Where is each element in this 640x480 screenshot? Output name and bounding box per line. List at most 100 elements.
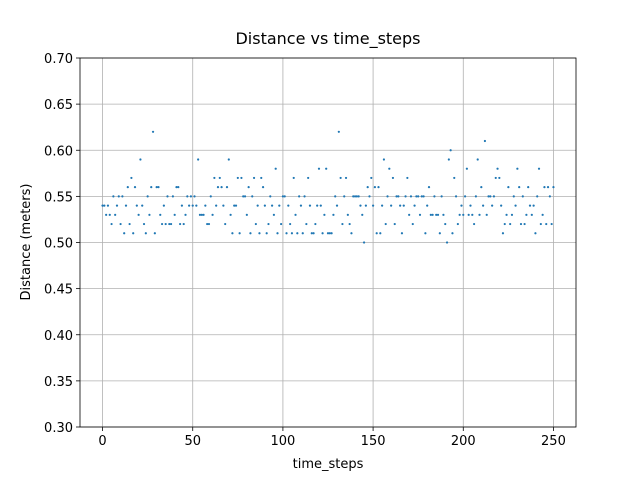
point — [534, 232, 537, 235]
point — [213, 176, 216, 180]
point — [123, 232, 126, 235]
point — [469, 204, 472, 207]
point — [335, 204, 339, 207]
point — [453, 176, 456, 180]
point — [371, 204, 375, 207]
point — [222, 204, 225, 207]
point — [323, 213, 326, 216]
point — [334, 195, 337, 198]
point — [426, 204, 429, 207]
point — [404, 195, 407, 198]
point — [157, 186, 160, 189]
point — [265, 232, 268, 235]
point — [133, 186, 137, 189]
point — [348, 222, 351, 226]
point — [142, 222, 146, 226]
point — [397, 195, 400, 198]
chart-title: Distance vs time_steps — [235, 29, 420, 49]
point — [541, 213, 544, 216]
point — [319, 204, 322, 207]
point — [234, 204, 238, 207]
point — [132, 232, 135, 235]
point — [498, 176, 501, 180]
point — [303, 195, 306, 198]
point — [454, 195, 458, 198]
point — [256, 204, 259, 207]
point — [400, 232, 404, 235]
point — [471, 213, 474, 216]
y-tick-label: 0.40 — [44, 329, 73, 344]
point — [445, 241, 449, 244]
y-tick-label: 0.35 — [44, 375, 73, 390]
point — [283, 195, 286, 198]
point — [355, 195, 358, 198]
point — [305, 222, 308, 226]
point — [444, 222, 447, 226]
point — [171, 195, 174, 198]
point — [359, 204, 362, 207]
point — [285, 232, 288, 235]
plot-frame — [79, 57, 577, 428]
point — [224, 222, 227, 226]
point — [523, 222, 526, 226]
point — [126, 186, 129, 189]
point — [296, 232, 299, 235]
point — [195, 204, 198, 207]
point — [521, 195, 524, 198]
point — [375, 232, 378, 235]
point — [361, 213, 364, 216]
point — [472, 222, 476, 226]
point — [179, 222, 182, 226]
point — [169, 222, 173, 226]
y-tick-label: 0.55 — [44, 190, 73, 205]
point — [233, 204, 236, 207]
point — [509, 222, 512, 226]
x-tick-label: 50 — [184, 434, 201, 449]
point — [236, 176, 239, 180]
point — [166, 195, 169, 198]
point — [433, 195, 436, 198]
y-tick-label: 0.70 — [44, 52, 73, 67]
point — [384, 222, 387, 226]
point — [330, 232, 333, 235]
point — [153, 232, 156, 235]
point — [159, 213, 162, 216]
point — [386, 195, 389, 198]
point — [173, 213, 176, 216]
point — [382, 158, 386, 161]
point — [150, 186, 153, 189]
point — [491, 204, 494, 207]
point — [458, 213, 461, 216]
point — [281, 195, 285, 198]
point — [317, 167, 321, 170]
point — [280, 222, 283, 226]
point — [294, 213, 297, 216]
point — [420, 195, 423, 198]
y-tick-label: 0.50 — [44, 237, 73, 252]
point — [476, 158, 479, 161]
point — [390, 204, 393, 207]
point — [518, 186, 521, 189]
point — [202, 213, 205, 216]
point — [440, 195, 443, 198]
point — [191, 204, 194, 207]
point — [402, 204, 405, 207]
point — [215, 204, 218, 207]
y-tick-label: 0.60 — [44, 144, 73, 159]
point — [516, 167, 519, 170]
point — [325, 167, 328, 170]
point — [395, 195, 398, 198]
point — [427, 186, 431, 189]
point — [198, 213, 202, 216]
point — [204, 204, 207, 207]
point — [276, 232, 279, 235]
point — [139, 158, 142, 161]
point — [422, 195, 425, 198]
point — [503, 222, 506, 226]
point — [442, 213, 445, 216]
point — [188, 204, 191, 207]
point — [519, 222, 523, 226]
point — [182, 222, 185, 226]
